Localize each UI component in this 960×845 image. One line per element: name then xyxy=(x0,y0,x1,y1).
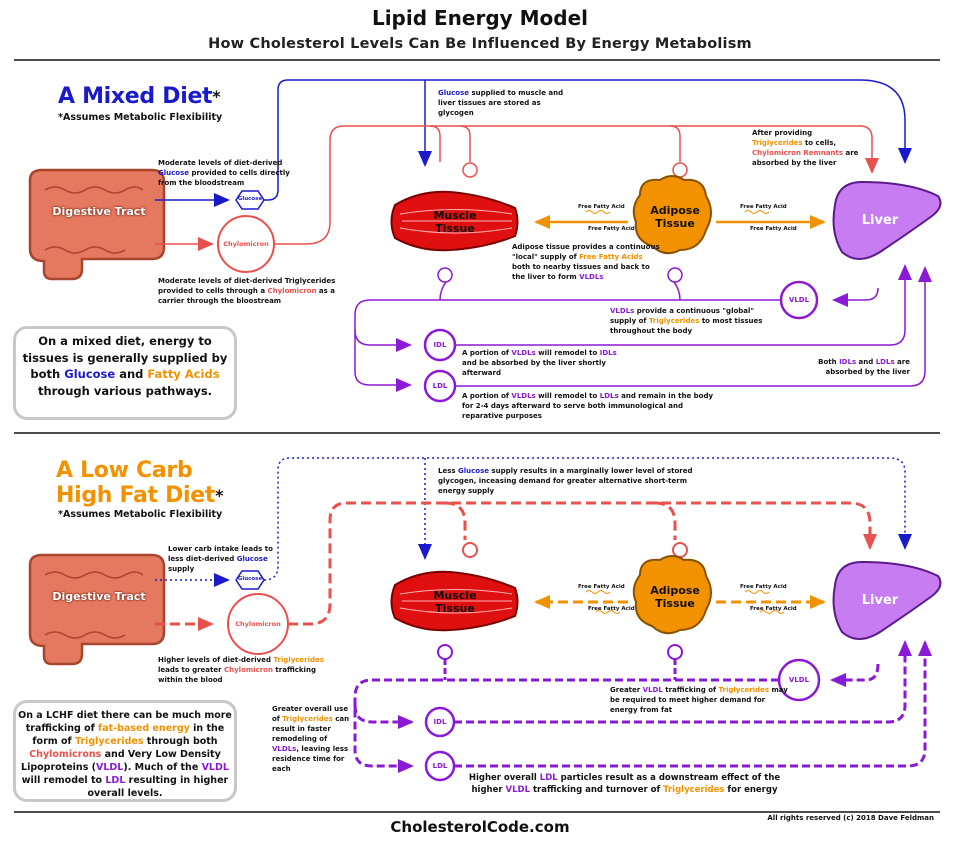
mixed-title: A Mixed Diet* xyxy=(58,84,221,109)
lchf-assumes: *Assumes Metabolic Flexibility xyxy=(58,509,223,520)
digestive-tract-shape-lchf xyxy=(28,553,166,666)
page-subtitle: How Cholesterol Levels Can Be Influenced… xyxy=(208,36,752,52)
ffa-label-lchf-4: Free Fatty Acid xyxy=(750,606,797,612)
adipose-shape-lchf xyxy=(632,555,712,635)
ffa-label-lchf-2: Free Fatty Acid xyxy=(588,606,635,612)
note-glucose-mixed: Moderate levels of diet-derived Glucose … xyxy=(158,159,290,187)
footer-rights: All rights reserved (c) 2018 Dave Feldma… xyxy=(767,814,934,822)
adipose-label-mixed: Adipose Tissue xyxy=(650,204,700,230)
idl-label-lchf: IDL xyxy=(433,718,447,726)
vldl-label-lchf: VLDL xyxy=(788,676,810,684)
lchf-diagram xyxy=(28,457,942,782)
note-ldl-mixed: A portion of VLDLs will remodel to LDLs … xyxy=(462,392,714,420)
note-remnant-mixed: After providing Triglycerides to cells, … xyxy=(752,129,859,167)
note-vldl-mixed: VLDLs provide a continuous "global" supp… xyxy=(610,307,763,335)
ffa-label-mixed-1: Free Fatty Acid xyxy=(578,204,625,210)
adipose-shape-mixed xyxy=(632,175,712,255)
note-tg-mixed: Moderate levels of diet-derived Triglyce… xyxy=(158,277,336,305)
ffa-label-lchf-3: Free Fatty Acid xyxy=(740,584,787,590)
ffa-label-mixed-4: Free Fatty Acid xyxy=(750,226,797,232)
ldl-label-lchf: LDL xyxy=(432,762,448,770)
note-top-lchf: Less Glucose supply results in a margina… xyxy=(438,467,693,495)
mixed-summary-box: On a mixed diet, energy to tissues is ge… xyxy=(13,326,237,420)
ffa-label-lchf-1: Free Fatty Acid xyxy=(578,584,625,590)
note-remodel-lchf: Greater overall use of Triglycerides can… xyxy=(272,705,350,773)
idl-label-mixed: IDL xyxy=(433,341,447,349)
muscle-label-mixed: Muscle Tissue xyxy=(433,209,477,235)
digestive-label-lchf: Digestive Tract xyxy=(52,590,146,603)
adipose-label-lchf: Adipose Tissue xyxy=(650,584,700,610)
mixed-diagram xyxy=(28,79,942,403)
liver-label-mixed: Liver xyxy=(861,213,899,228)
note-vldl-lchf: Greater VLDL trafficking of Triglyceride… xyxy=(610,686,788,714)
digestive-tract-shape-mixed xyxy=(28,168,166,281)
chylomicron-label-mixed: Chylomicron xyxy=(223,240,269,248)
muscle-label-lchf: Muscle Tissue xyxy=(433,589,477,615)
ffa-label-mixed-2: Free Fatty Acid xyxy=(588,226,635,232)
lchf-title: A Low Carb High Fat Diet* xyxy=(56,458,224,508)
note-top-mixed: Glucose supplied to muscle and liver tis… xyxy=(438,89,564,117)
digestive-label-mixed: Digestive Tract xyxy=(52,205,146,218)
vldl-label-mixed: VLDL xyxy=(788,296,810,304)
liver-shape-lchf xyxy=(832,560,942,640)
note-both-mixed: Both IDLs and LDLs are absorbed by the l… xyxy=(818,358,910,376)
note-glucose-lchf: Lower carb intake leads to less diet-der… xyxy=(168,545,273,573)
note-idl-mixed: A portion of VLDLs will remodel to IDLs … xyxy=(462,349,617,377)
glucose-label-mixed: Glucose xyxy=(237,196,263,202)
glucose-label-lchf: Glucose xyxy=(237,576,263,582)
chylomicron-label-lchf: Chylomicron xyxy=(235,620,281,628)
ffa-label-mixed-3: Free Fatty Acid xyxy=(740,204,787,210)
lchf-summary-box: On a LCHF diet there can be much more tr… xyxy=(13,700,237,802)
liver-label-lchf: Liver xyxy=(861,593,899,608)
note-tg-lchf: Higher levels of diet-derived Triglyceri… xyxy=(158,656,324,684)
page-title: Lipid Energy Model xyxy=(371,6,589,30)
mixed-assumes: *Assumes Metabolic Flexibility xyxy=(58,112,223,123)
liver-shape-mixed xyxy=(832,180,942,260)
note-ldl-lchf: Higher overall LDL particles result as a… xyxy=(468,773,781,795)
ldl-label-mixed: LDL xyxy=(432,382,448,390)
note-adipose-mixed: Adipose tissue provides a continuous "lo… xyxy=(512,243,660,281)
footer-site: CholesterolCode.com xyxy=(390,818,570,836)
